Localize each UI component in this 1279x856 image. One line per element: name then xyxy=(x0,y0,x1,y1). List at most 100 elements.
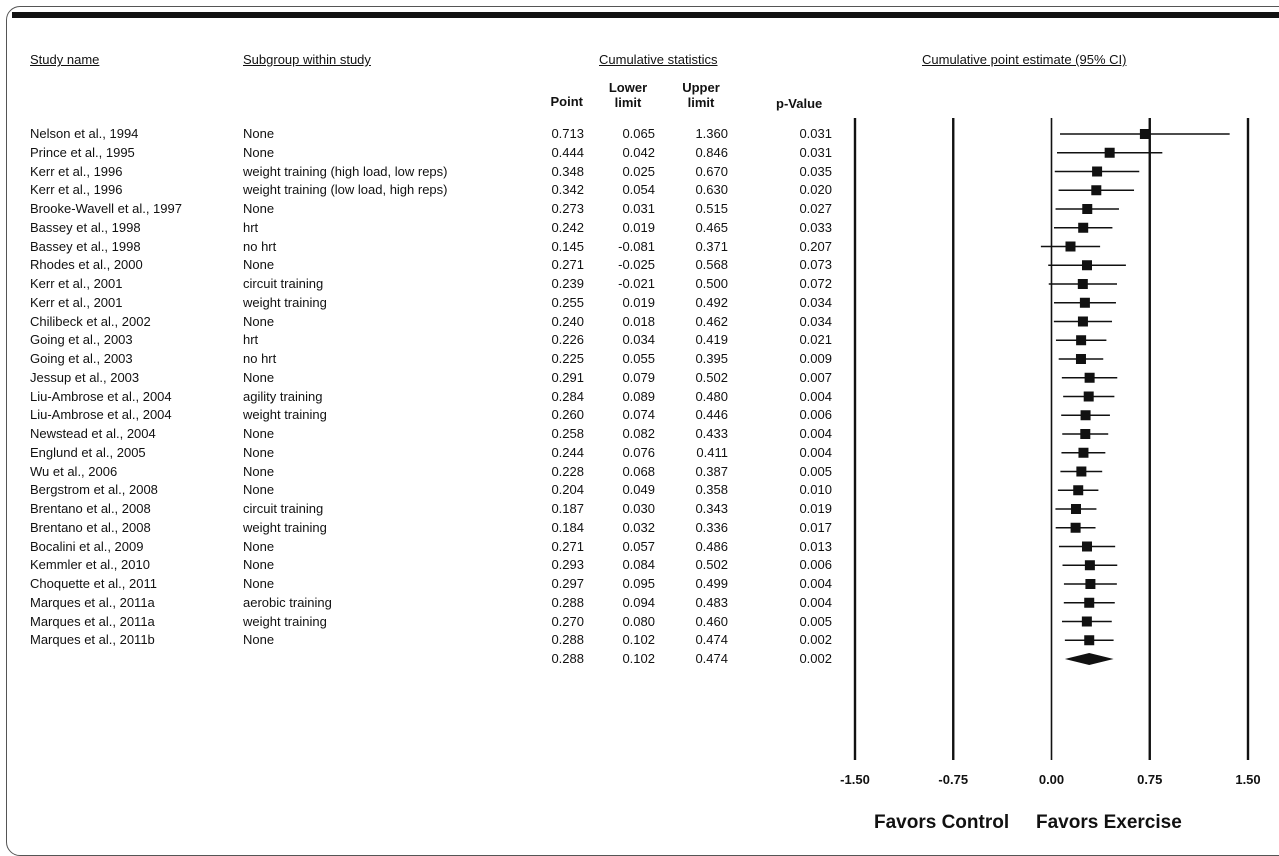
row-subgroup: None xyxy=(243,632,275,648)
row-study-name: Marques et al., 2011b xyxy=(30,632,155,648)
row-lower: 0.079 xyxy=(622,369,655,385)
point-marker xyxy=(1078,447,1089,458)
row-p-value: 0.031 xyxy=(799,126,832,141)
row-p-value: 0.004 xyxy=(799,576,832,591)
row-point: 0.255 xyxy=(551,294,584,310)
row-study-name: Liu-Ambrose et al., 2004 xyxy=(30,407,172,423)
row-upper: 0.395 xyxy=(695,351,728,366)
row-study-name: Brentano et al., 2008 xyxy=(30,519,151,535)
row-subgroup: hrt xyxy=(243,332,259,348)
row-subgroup: None xyxy=(243,126,275,141)
row-lower: 0.055 xyxy=(622,351,655,366)
row-study-name: Going et al., 2003 xyxy=(30,351,133,366)
x-tick-label: 0.00 xyxy=(1039,772,1064,787)
header-lower-limit: Lower limit xyxy=(600,80,656,110)
row-lower: 0.080 xyxy=(622,613,655,629)
row-upper: 0.846 xyxy=(695,144,728,160)
row-p-value: 0.005 xyxy=(799,463,832,479)
point-marker xyxy=(1075,354,1086,364)
row-p-value: 0.033 xyxy=(799,219,832,235)
summary-upper: 0.474 xyxy=(695,651,728,666)
row-study-name: Bassey et al., 1998 xyxy=(30,238,141,254)
row-study-name: Kerr et al., 2001 xyxy=(30,276,123,291)
point-marker xyxy=(1082,204,1093,214)
point-marker xyxy=(1091,185,1102,196)
row-lower: 0.054 xyxy=(622,182,655,198)
header-lower-limit-text: Lower limit xyxy=(608,80,648,110)
row-subgroup: weight training (low load, high reps) xyxy=(243,182,448,198)
favors-exercise-label: Favors Exercise xyxy=(1036,812,1182,833)
row-point: 0.260 xyxy=(551,407,584,423)
row-lower: 0.057 xyxy=(622,538,655,554)
row-subgroup: weight training (high load, low reps) xyxy=(243,163,448,179)
row-upper: 0.630 xyxy=(695,182,728,198)
row-subgroup: None xyxy=(243,538,275,554)
row-p-value: 0.004 xyxy=(799,444,832,460)
row-upper: 0.500 xyxy=(695,276,728,291)
x-tick-label: -0.75 xyxy=(938,772,968,787)
row-upper: 0.446 xyxy=(695,407,728,423)
row-lower: -0.021 xyxy=(618,276,655,291)
row-lower: -0.081 xyxy=(618,238,655,254)
row-p-value: 0.009 xyxy=(799,351,832,366)
row-p-value: 0.010 xyxy=(799,482,832,498)
row-p-value: 0.021 xyxy=(799,332,832,348)
row-p-value: 0.004 xyxy=(799,426,832,441)
row-lower: 0.034 xyxy=(622,332,655,348)
row-lower: 0.084 xyxy=(622,557,655,573)
point-marker xyxy=(1139,129,1150,139)
row-subgroup: None xyxy=(243,257,275,273)
point-marker xyxy=(1084,635,1095,646)
row-point: 0.187 xyxy=(551,501,584,516)
row-lower: 0.102 xyxy=(622,632,655,648)
row-subgroup: None xyxy=(243,426,275,441)
row-lower: 0.018 xyxy=(622,313,655,329)
row-study-name: Bocalini et al., 2009 xyxy=(30,538,144,554)
row-p-value: 0.035 xyxy=(799,163,832,179)
row-p-value: 0.013 xyxy=(799,538,832,554)
row-upper: 0.474 xyxy=(695,632,728,648)
row-upper: 1.360 xyxy=(695,126,728,141)
row-subgroup: None xyxy=(243,576,275,591)
row-p-value: 0.004 xyxy=(799,594,832,610)
row-point: 0.713 xyxy=(551,126,584,141)
row-point: 0.258 xyxy=(551,426,584,441)
row-point: 0.291 xyxy=(551,369,584,385)
summary-diamond xyxy=(1064,653,1114,665)
row-p-value: 0.207 xyxy=(799,238,832,254)
row-subgroup: None xyxy=(243,463,275,479)
row-subgroup: None xyxy=(243,482,275,498)
row-upper: 0.465 xyxy=(695,219,728,235)
row-upper: 0.670 xyxy=(695,163,728,179)
row-p-value: 0.034 xyxy=(799,294,832,310)
header-p-value: p-Value xyxy=(776,96,823,111)
point-marker xyxy=(1081,616,1092,627)
point-marker xyxy=(1078,222,1089,233)
row-point: 0.342 xyxy=(551,182,584,198)
row-point: 0.225 xyxy=(551,351,584,366)
point-marker xyxy=(1085,579,1096,589)
row-study-name: Marques et al., 2011a xyxy=(30,613,155,629)
row-study-name: Kerr et al., 1996 xyxy=(30,163,123,179)
header-subgroup: Subgroup within study xyxy=(243,52,371,67)
row-p-value: 0.002 xyxy=(799,632,832,648)
row-study-name: Nelson et al., 1994 xyxy=(30,126,139,141)
row-p-value: 0.005 xyxy=(799,613,832,629)
row-subgroup: None xyxy=(243,557,275,573)
row-upper: 0.515 xyxy=(695,201,728,216)
point-marker xyxy=(1084,560,1095,571)
row-lower: 0.074 xyxy=(622,407,655,423)
row-study-name: Englund et al., 2005 xyxy=(30,444,146,460)
row-subgroup: None xyxy=(243,144,275,160)
header-upper-limit: Upper limit xyxy=(673,80,729,110)
row-subgroup: circuit training xyxy=(243,501,324,516)
row-lower: 0.019 xyxy=(622,294,655,310)
row-point: 0.444 xyxy=(551,144,584,160)
point-marker xyxy=(1070,504,1081,514)
row-subgroup: weight training xyxy=(243,294,327,310)
row-subgroup: hrt xyxy=(243,219,259,235)
row-subgroup: weight training xyxy=(243,519,327,535)
row-lower: 0.042 xyxy=(622,144,655,160)
row-upper: 0.411 xyxy=(696,444,728,460)
row-study-name: Bassey et al., 1998 xyxy=(30,219,141,235)
